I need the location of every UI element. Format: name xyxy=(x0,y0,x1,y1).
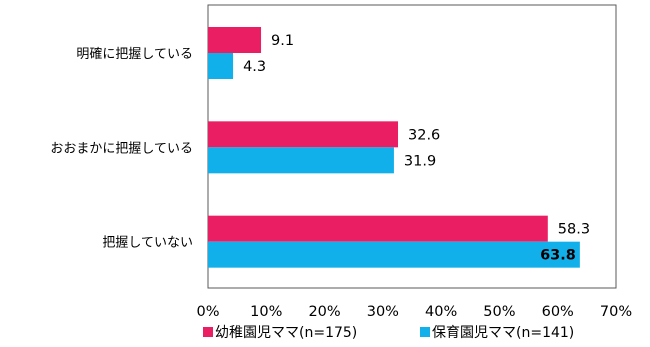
bar xyxy=(208,27,262,53)
bar xyxy=(208,241,580,268)
x-tick-label: 10% xyxy=(250,304,282,320)
data-label: 31.9 xyxy=(404,153,436,169)
data-label: 32.6 xyxy=(408,127,440,143)
legend-label: 保育園児ママ(n=141) xyxy=(432,325,574,341)
category-label: おおまかに把握している xyxy=(50,141,193,156)
x-tick-label: 60% xyxy=(542,304,574,320)
x-tick-label: 70% xyxy=(600,304,632,320)
data-label: 9.1 xyxy=(271,33,294,49)
category-label: 把握していない xyxy=(102,236,193,251)
x-tick-label: 30% xyxy=(367,304,399,320)
x-tick-label: 0% xyxy=(196,304,219,320)
x-tick-label: 50% xyxy=(483,304,515,320)
bar xyxy=(208,147,394,174)
legend-label: 幼稚園児ママ(n=175) xyxy=(215,325,357,341)
legend-swatch xyxy=(203,327,213,337)
bar xyxy=(208,121,399,148)
data-label: 58.3 xyxy=(558,222,590,238)
category-label: 明確に把握している xyxy=(76,46,193,62)
bar xyxy=(208,53,234,79)
bar xyxy=(208,215,548,242)
legend-swatch xyxy=(420,327,430,337)
data-label: 4.3 xyxy=(243,59,266,75)
x-tick-label: 20% xyxy=(308,304,340,320)
data-label: 63.8 xyxy=(540,248,576,264)
x-tick-label: 40% xyxy=(425,304,457,320)
